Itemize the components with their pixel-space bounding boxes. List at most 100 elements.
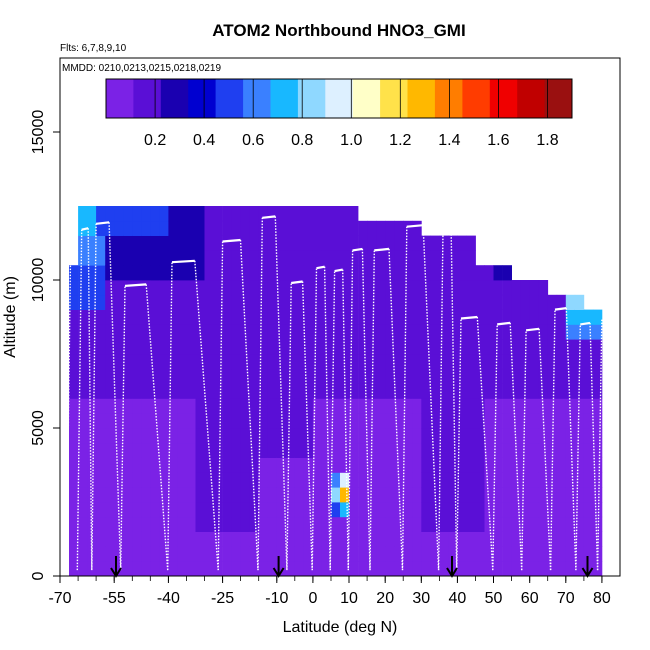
heatmap-cell [168,546,178,562]
heatmap-cell [385,220,395,236]
heatmap-cell [475,294,485,310]
heatmap-cell [358,487,368,503]
profile-ascent [329,271,336,571]
heatmap-cell [186,457,196,473]
heatmap-cell [412,472,422,488]
heatmap-cell [403,354,413,370]
heatmap-cell [96,206,106,222]
heatmap-cell [358,398,368,414]
heatmap-cell [493,280,503,296]
heatmap-cell [78,235,88,251]
heatmap-cell [583,428,594,444]
heatmap-cell [285,383,296,399]
heatmap-cell [258,309,269,325]
heatmap-cell [457,472,467,488]
heatmap-cell [367,324,377,340]
heatmap-cell [439,442,449,458]
heatmap-cell [367,516,377,532]
heatmap-cell [303,280,314,296]
profile-descent [108,222,122,571]
heatmap-cell [186,442,196,458]
heatmap-cell [321,339,332,355]
profile-level-leg [497,321,511,326]
heatmap-cell [69,324,79,340]
profile-ascent [369,250,375,571]
heatmap-cell [475,472,485,488]
heatmap-cell [78,294,88,310]
heatmap-cell [439,250,449,266]
heatmap-cell [466,472,476,488]
heatmap-cell [186,531,196,547]
heatmap-cell [312,280,323,296]
heatmap-cell [96,280,106,296]
heatmap-cell [222,502,232,518]
heatmap-cell [340,324,350,340]
heatmap-cell [421,339,431,355]
heatmap-cell [186,502,196,518]
heatmap-cell [249,442,260,458]
heatmap-cell [583,561,594,576]
heatmap-cell [258,265,269,281]
heatmap-cell [96,516,106,532]
heatmap-cell [231,220,241,236]
heatmap-cell [583,309,594,325]
heatmap-cell [403,398,413,414]
heatmap-cell [430,250,440,266]
heatmap-cell [412,324,422,340]
heatmap-cell [457,561,467,576]
heatmap-cell [358,339,368,355]
heatmap-cell [312,309,323,325]
heatmap-cell [141,546,151,562]
heatmap-cell [96,309,106,325]
heatmap-cell [367,309,377,325]
heatmap-cell [159,294,169,310]
heatmap-cell [150,235,160,251]
heatmap-cell [213,487,223,503]
heatmap-cell [177,383,187,399]
heatmap-cell [267,516,278,532]
colorbar-segment [106,79,134,118]
colorbar-tick-label: 0.4 [193,132,215,149]
heatmap-cell [69,294,79,310]
heatmap-cell [340,413,350,429]
heatmap-cell [114,502,124,518]
heatmap-cell [231,294,241,310]
heatmap-cell [141,398,151,414]
heatmap-cell [457,457,467,473]
heatmap-cell [349,265,359,281]
heatmap-cell [168,442,178,458]
heatmap-cell [231,487,241,503]
heatmap-cell [222,516,232,532]
heatmap-cell [430,280,440,296]
heatmap-cell [114,309,124,325]
heatmap-cell [394,546,404,562]
heatmap-cell [457,250,467,266]
heatmap-cell [78,531,88,547]
heatmap-cell [96,546,106,562]
heatmap-cell [367,487,377,503]
heatmap-cell [349,324,359,340]
heatmap-cell [457,487,467,503]
heatmap-cell [69,561,79,576]
heatmap-cell [439,428,449,444]
heatmap-cell [267,428,278,444]
heatmap-cell [87,502,97,518]
heatmap-cell [150,265,160,281]
heatmap-cell [294,206,305,222]
heatmap-cell [159,546,169,562]
heatmap-cell [367,428,377,444]
heatmap-cell [385,487,395,503]
heatmap-cell [267,457,278,473]
heatmap-cell [105,472,115,488]
heatmap-cell [303,561,314,576]
heatmap-cell [430,546,440,562]
heatmap-cell [285,413,296,429]
heatmap-cell [303,354,314,370]
heatmap-cell [69,339,79,355]
heatmap-cell [520,516,530,532]
heatmap-cell [511,413,521,429]
heatmap-cell [240,368,250,384]
y-tick-label: 5000 [30,410,47,446]
heatmap-cell [321,265,332,281]
heatmap-cell [177,339,187,355]
